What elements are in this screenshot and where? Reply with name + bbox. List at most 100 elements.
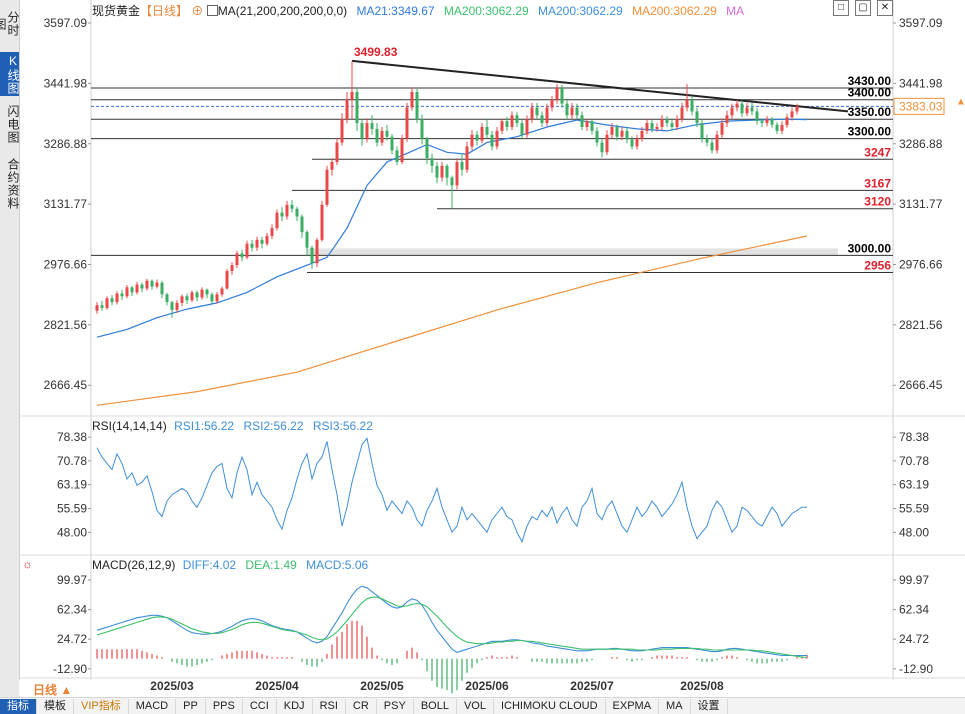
candle-body [110,298,114,303]
price-tick-label-right: 3286.88 [899,137,943,151]
candle-body [575,107,579,116]
candle-body [645,123,649,131]
macd-tick-label-left: 24.72 [57,632,87,646]
candle-body [145,280,149,289]
candle-body [500,121,504,131]
level-label-3120: 3120 [864,195,891,209]
period-selector[interactable]: 日线 ▲ [19,680,83,697]
candle-body [675,119,679,127]
candle-body [440,165,444,178]
candle-body [480,126,484,141]
toolbar-item[interactable]: PP [176,698,206,714]
toolbar-item[interactable]: EXPMA [606,698,660,714]
candle-body [300,216,304,233]
toolbar-item[interactable]: ICHIMOKU CLOUD [494,698,606,714]
rsi-tick-label-left: 55.59 [57,502,87,516]
rsi-tick-label-left: 48.00 [57,525,87,539]
toolbar-item[interactable]: PSY [377,698,414,714]
candle-body [265,235,269,244]
toolbar-item[interactable]: PPS [206,698,243,714]
candle-body [520,123,524,135]
rsi-title: RSI(14,14,14) [92,419,167,433]
candle-body [455,162,459,186]
restore-button[interactable]: ▢ [855,0,871,16]
tab-kline[interactable]: K线图 [0,52,20,96]
toolbar-item[interactable]: VIP指标 [74,698,129,714]
candle-body [230,265,234,271]
x-axis-label: 2025/07 [570,679,614,693]
toolbar-item[interactable]: MA [659,698,691,714]
x-axis-label: 2025/05 [360,679,404,693]
candle-body [395,150,399,163]
candle-body [430,158,434,166]
candle-body [600,142,604,153]
candle-body [250,243,254,248]
candle-body [335,142,339,163]
ma200-value-3: MA200:3062.29 [632,4,717,18]
candle-body [705,138,709,143]
candle-body [445,165,449,178]
toolbar-item[interactable]: CCI [243,698,277,714]
macd-tick-label-right: 62.34 [899,603,929,617]
tab-contract-info[interactable]: 合约资料 [0,155,20,213]
macd-tick-label-right: -12.90 [899,662,933,676]
candle-body [235,253,239,266]
price-tick-label-right: 3441.98 [899,76,943,90]
toolbar-item[interactable]: CR [346,698,377,714]
candle-body [555,88,559,100]
toolbar-item[interactable]: 指标 [0,698,37,714]
rsi-panel[interactable] [96,437,807,543]
tab-flash-chart[interactable]: 闪电图 [0,102,20,146]
x-axis-label: 2025/08 [680,679,724,693]
level-label-3430.00: 3430.00 [848,74,892,88]
rsi-tick-label-right: 63.19 [899,478,929,492]
macd-panel[interactable] [96,585,808,694]
candle-body [245,243,249,258]
macd-tick-label-left: -12.90 [53,662,87,676]
candle-body [635,138,639,147]
candle-body [215,294,219,302]
macd-title: MACD(26,12,9) [92,558,176,572]
period-label: 【日线】 [140,4,189,18]
candle-body [95,305,99,311]
candle-body [685,99,689,108]
candle-body [545,107,549,124]
candle-body [745,107,749,114]
sun-icon[interactable]: ☼ [22,557,33,571]
candle-body [475,134,479,141]
candle-body [305,232,309,248]
toolbar-item[interactable]: 设置 [691,698,728,714]
toolbar-item[interactable]: VOL [457,698,494,714]
side-tab-bar: 分时图 K线图 闪电图 合约资料 [0,0,20,713]
toolbar-item[interactable]: RSI [313,698,346,714]
minimize-button[interactable]: □ [833,0,849,16]
candle-body [360,123,364,139]
toolbar-item[interactable]: 模板 [37,698,74,714]
settings-icon[interactable]: ⊕ [191,4,204,18]
candle-body [775,124,779,131]
candle-body [665,119,669,124]
candle-body [530,107,534,120]
toolbar-item[interactable]: MACD [129,698,177,714]
rsi2-value: RSI2:56.22 [243,419,304,433]
candle-body [450,177,454,186]
close-button[interactable]: ✕ [877,0,893,16]
candle-body [780,125,784,131]
candle-body [505,121,509,127]
current-price-label: 3383.03 [899,99,943,113]
price-tick-label-left: 2821.56 [44,318,88,332]
toolbar-item[interactable]: KDJ [277,698,313,714]
candle-body [565,103,569,116]
tab-intraday[interactable]: 分时图 [0,5,20,43]
candle-body [620,130,624,137]
period-selector-label[interactable]: 日线 ▲ [33,683,73,697]
rsi-tick-label-right: 78.38 [899,430,929,444]
candle-body [210,294,214,302]
macd-line-DEA [96,596,808,659]
candle-body [695,111,699,124]
price-alert-icon: ▲ [956,96,965,107]
candle-body [125,287,129,297]
toolbar-item[interactable]: BOLL [414,698,457,714]
